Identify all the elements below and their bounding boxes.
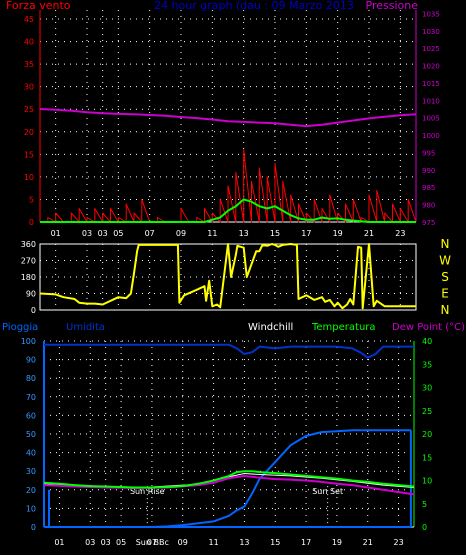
pressure-tick-label: 1000: [422, 132, 440, 140]
x-tick-label-bottom: 13: [239, 538, 249, 547]
x-tick-label-top: 11: [207, 229, 217, 238]
compass-label: E: [441, 287, 449, 301]
x-tick-label-bottom: 09: [178, 538, 188, 547]
x-tick-label-top: 17: [301, 229, 311, 238]
pressure-series: [39, 108, 417, 128]
legend-1: Umidita: [66, 322, 105, 333]
temp-tick-label: 15: [422, 453, 432, 462]
x-tick-label-bottom: 11: [208, 538, 218, 547]
x-tick-label-top: 15: [270, 229, 280, 238]
wind-tick-label: 35: [24, 60, 34, 69]
pressure-tick-label: 1020: [422, 63, 440, 71]
humidity-series: [44, 343, 414, 359]
x-tick-label-bottom: 17: [301, 538, 311, 547]
legend-2: Windchill: [248, 322, 293, 333]
rain-tick-label: 70: [26, 393, 36, 402]
direction-tick-label: 360: [21, 240, 36, 249]
sun-axis-annotation: Sun BBc: [136, 538, 169, 547]
rain-tick-label: 40: [26, 449, 36, 458]
temp-tick-label: 20: [422, 430, 432, 439]
wind-tick-label: 5: [29, 195, 34, 204]
pressure-tick-label: 980: [422, 202, 435, 210]
temp-tick-label: 5: [422, 500, 427, 509]
rain-tick-label: 30: [26, 467, 36, 476]
x-tick-label-bottom: 03: [85, 538, 95, 547]
temp-tick-label: 40: [422, 337, 432, 346]
rain-tick-label: 50: [26, 430, 36, 439]
temp-tick-label: 10: [422, 477, 432, 486]
pressure-tick-label: 1015: [422, 80, 440, 88]
compass-label: N: [441, 237, 450, 251]
x-tick-label-top: 01: [51, 229, 61, 238]
pressure-tick-label: 1030: [422, 28, 440, 36]
x-tick-label-bottom: 03: [101, 538, 111, 547]
wind-tick-label: 25: [24, 105, 34, 114]
rain-tick-label: 90: [26, 356, 36, 365]
x-tick-label-top: 07: [145, 229, 155, 238]
x-tick-label-bottom: 01: [54, 538, 64, 547]
x-tick-label-top: 09: [176, 229, 186, 238]
rain-tick-label: 20: [26, 486, 36, 495]
x-tick-label-top: 21: [364, 229, 374, 238]
x-tick-label-top: 03: [82, 229, 92, 238]
rain-tick-label: 0: [31, 523, 36, 532]
pressure-tick-label: 990: [422, 167, 435, 175]
wind-tick-label: 0: [29, 218, 34, 227]
avg-wind-series: [40, 198, 416, 223]
wind-axis-title: Forza vento: [6, 0, 71, 12]
rain-series: [44, 429, 411, 528]
pressure-tick-label: 1025: [422, 45, 440, 53]
direction-tick-label: 270: [21, 257, 36, 266]
pressure-tick-label: 1010: [422, 97, 440, 105]
legend-0: Pioggia: [2, 322, 38, 333]
wind-tick-label: 20: [24, 128, 34, 137]
sun-annotation: Sun Set: [312, 487, 343, 496]
pressure-tick-label: 975: [422, 219, 435, 227]
x-tick-label-top: 05: [113, 229, 123, 238]
temperature-series: [43, 470, 415, 489]
pressure-tick-label: 985: [422, 184, 435, 192]
dewpoint-series: [43, 474, 415, 496]
x-tick-label-top: 19: [333, 229, 343, 238]
temp-tick-label: 0: [422, 523, 427, 532]
wind-tick-label: 15: [24, 150, 34, 159]
wind-tick-label: 30: [24, 83, 34, 92]
rain-tick-label: 80: [26, 374, 36, 383]
direction-tick-label: 180: [21, 273, 36, 282]
x-tick-label-bottom: 05: [116, 538, 126, 547]
wind-tick-label: 45: [24, 15, 34, 24]
compass-label: N: [441, 303, 450, 317]
x-tick-label-top: 03: [98, 229, 108, 238]
rain-tick-label: 10: [26, 504, 36, 513]
x-tick-label-bottom: 21: [363, 538, 373, 547]
direction-tick-label: 0: [31, 306, 36, 315]
x-tick-label-bottom: 23: [393, 538, 403, 547]
temp-tick-label: 35: [422, 360, 432, 369]
pressure-tick-label: 1035: [422, 10, 440, 18]
rain-tick-label: 60: [26, 411, 36, 420]
compass-label: S: [441, 270, 449, 284]
legend-3: Temperatura: [311, 322, 376, 333]
direction-tick-label: 90: [26, 290, 36, 299]
sun-annotation: Sun Rise: [130, 487, 165, 496]
pressure-tick-label: 995: [422, 149, 435, 157]
wind-speed-series: [40, 149, 417, 223]
x-tick-label-top: 23: [395, 229, 405, 238]
rain-tick-label: 100: [21, 337, 36, 346]
x-tick-label-top: 13: [239, 229, 249, 238]
x-tick-label-bottom: 19: [332, 538, 342, 547]
pressure-tick-label: 1005: [422, 115, 440, 123]
x-tick-label-bottom: 15: [270, 538, 280, 547]
wind-tick-label: 40: [24, 38, 34, 47]
wind-tick-label: 10: [24, 173, 34, 182]
temp-tick-label: 25: [422, 407, 432, 416]
compass-label: W: [439, 254, 451, 268]
direction-series: [39, 243, 416, 310]
x-tick-label-bottom: 07: [147, 538, 157, 547]
pressure-axis-title: Pressione: [366, 0, 419, 12]
chart-title: 24 hour graph (dau : 09 Marzo 2013: [154, 0, 354, 12]
temp-tick-label: 30: [422, 384, 432, 393]
legend-4: Dew Point (°C): [392, 322, 465, 333]
